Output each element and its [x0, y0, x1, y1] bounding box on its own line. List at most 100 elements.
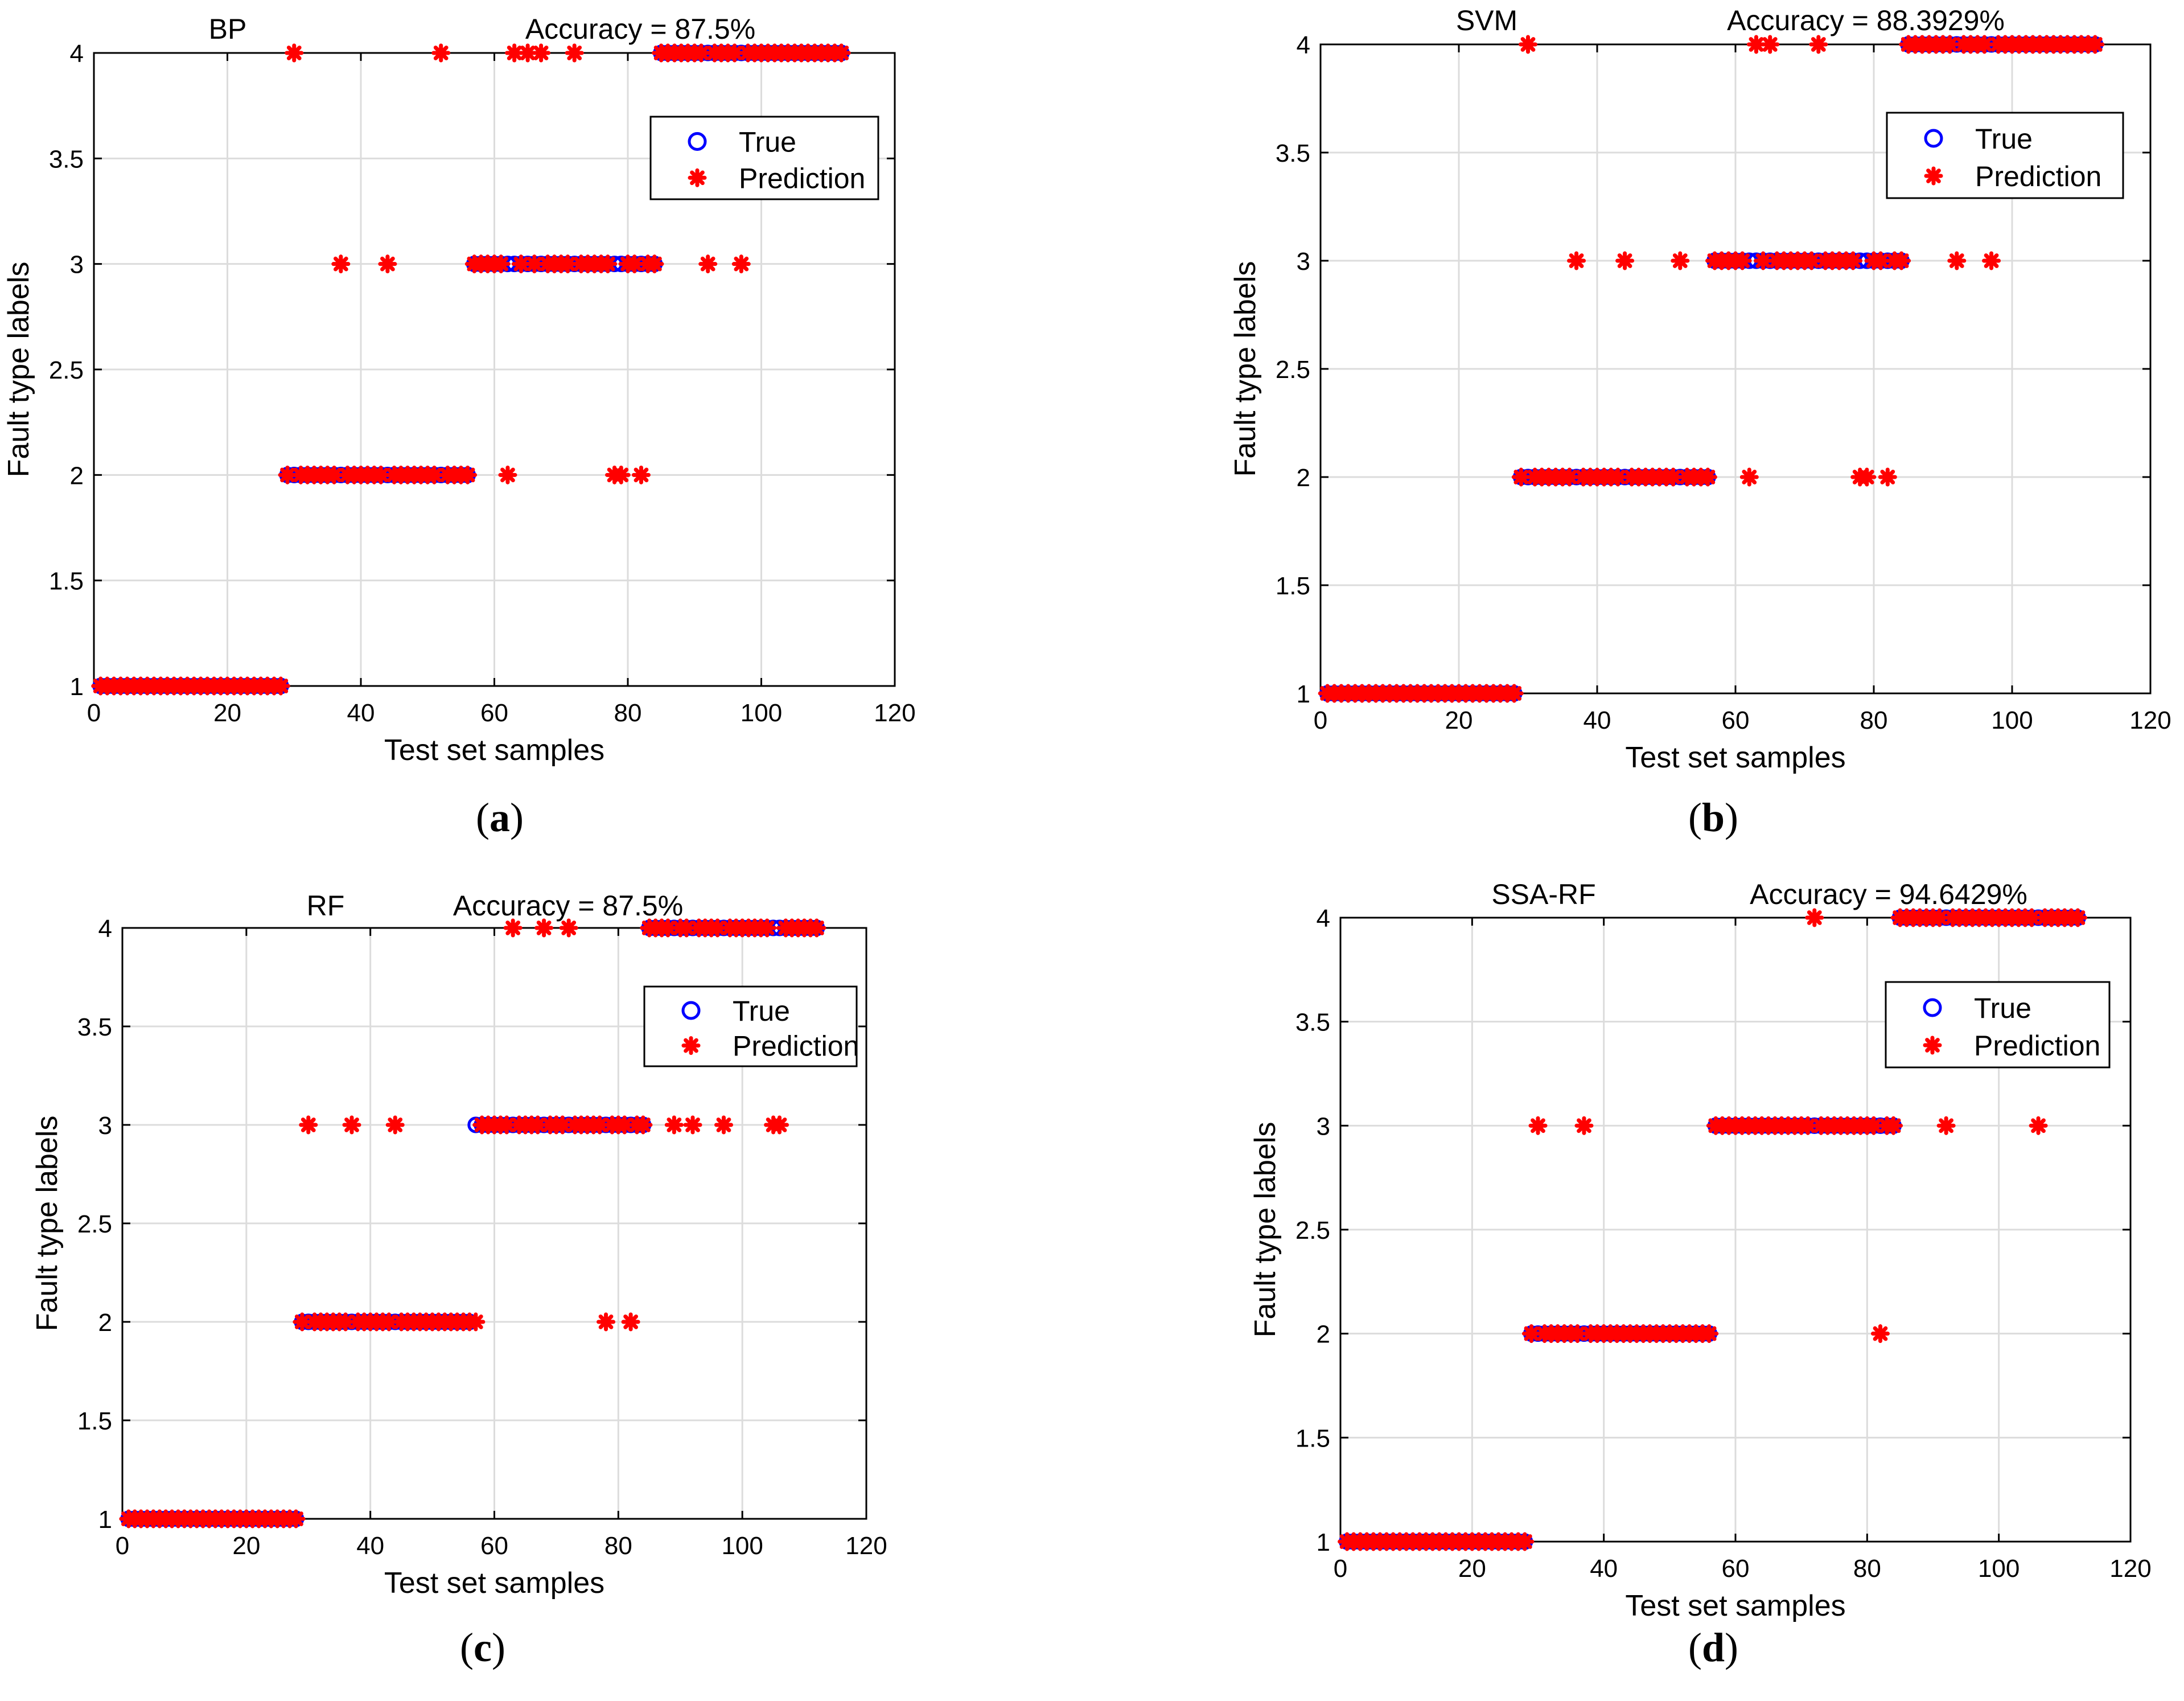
- prediction-point: [698, 254, 718, 274]
- chart-panel-3: 0 20 40 60 80 100 120 1 1.5 2 2.5 3 3.5 4 Test set sam…: [31, 890, 887, 1600]
- x-tick-label: 20: [1458, 1555, 1486, 1583]
- accuracy-annotation: Accuracy = 94.6429%: [1750, 878, 2027, 910]
- y-tick-label: 4: [98, 915, 112, 943]
- y-tick-label: 4: [1297, 31, 1310, 59]
- prediction-point: [1698, 467, 1717, 487]
- x-tick-label: 0: [1314, 706, 1327, 734]
- x-tick-label: 60: [480, 1532, 508, 1560]
- x-tick-label: 60: [1722, 706, 1750, 734]
- y-tick-label: 2: [1317, 1321, 1330, 1349]
- x-tick-label: 80: [1853, 1555, 1881, 1583]
- legend-prediction-marker: [688, 168, 707, 187]
- prediction-point: [832, 43, 851, 63]
- legend: True Prediction: [1886, 112, 2124, 199]
- prediction-point: [658, 918, 677, 938]
- prediction-point: [553, 1115, 572, 1135]
- x-tick-label: 80: [614, 699, 642, 727]
- prediction-point: [379, 1312, 398, 1332]
- prediction-point: [1871, 251, 1890, 270]
- y-tick-label: 3: [1297, 248, 1310, 276]
- x-tick-label: 20: [213, 699, 241, 727]
- caption-letter: b: [1702, 795, 1725, 840]
- legend-true-marker: [688, 132, 707, 151]
- prediction-point: [664, 1115, 684, 1135]
- prediction-point: [1940, 35, 1960, 54]
- caption-letter: c: [474, 1625, 492, 1670]
- x-tick-label: 40: [1590, 1555, 1618, 1583]
- prediction-point: [692, 43, 711, 63]
- prediction-point: [1878, 467, 1897, 487]
- y-axis-label: Fault type labels: [1249, 1122, 1282, 1338]
- prediction-point: [1664, 467, 1683, 487]
- chart-panel-1: 0 20 40 60 80 100 120 1 1.5 2 2.5 3 3.5 4 Test set sam…: [2, 13, 916, 767]
- caption-open-paren: (: [460, 1625, 474, 1670]
- prediction-point: [631, 465, 651, 484]
- prediction-point: [1671, 251, 1690, 270]
- y-tick-label: 2.5: [49, 356, 84, 384]
- y-tick-label: 4: [1317, 905, 1330, 932]
- y-tick-label: 2: [70, 462, 84, 490]
- legend: True Prediction: [1885, 981, 2111, 1069]
- prediction-point: [1615, 251, 1635, 270]
- caption-close-paren: ): [492, 1625, 505, 1670]
- chart-panel-2: 0 20 40 60 80 100 120 1 1.5 2 2.5 3 3.5 4 Test set sam…: [1229, 5, 2171, 774]
- prediction-point: [1567, 251, 1586, 270]
- caption-open-paren: (: [1688, 1625, 1702, 1670]
- legend-prediction-label: Prediction: [1975, 161, 2101, 192]
- prediction-point: [611, 465, 631, 484]
- prediction-point: [1947, 251, 1967, 270]
- prediction-point: [385, 1115, 405, 1135]
- accuracy-annotation: Accuracy = 88.3929%: [1727, 5, 2005, 36]
- prediction-point: [1754, 251, 1773, 270]
- accuracy-annotation: Accuracy = 87.5%: [453, 890, 683, 922]
- legend-prediction-marker: [1924, 166, 1943, 186]
- prediction-point: [683, 1115, 702, 1135]
- prediction-point: [278, 465, 297, 484]
- legend-box: [643, 985, 858, 1067]
- legend-true-label: True: [1975, 123, 2033, 155]
- prediction-point: [590, 1115, 610, 1135]
- legend-true-label: True: [739, 126, 796, 158]
- prediction-point: [505, 43, 524, 63]
- prediction-point: [324, 465, 344, 484]
- legend-box: [649, 116, 879, 200]
- prediction-point: [708, 918, 727, 938]
- y-tick-label: 4: [70, 40, 84, 68]
- prediction-point: [299, 1115, 318, 1135]
- y-tick-label: 1.5: [49, 568, 84, 595]
- y-tick-label: 2.5: [77, 1210, 112, 1238]
- prediction-point: [1857, 467, 1877, 487]
- prediction-point: [634, 1115, 653, 1135]
- legend-prediction-marker: [681, 1036, 701, 1055]
- legend-prediction-label: Prediction: [733, 1030, 859, 1062]
- panel-caption: (b): [1688, 795, 1738, 840]
- prediction-point: [770, 1115, 789, 1135]
- prediction-point: [597, 1312, 616, 1332]
- prediction-point: [285, 43, 304, 63]
- prediction-point: [807, 918, 826, 938]
- prediction-point: [271, 676, 290, 696]
- prediction-point: [342, 1115, 361, 1135]
- y-tick-label: 2.5: [1295, 1217, 1330, 1244]
- y-tick-label: 3.5: [77, 1013, 112, 1041]
- prediction-point: [1568, 1324, 1587, 1343]
- prediction-point: [1870, 1324, 1890, 1343]
- prediction-point: [1608, 467, 1627, 487]
- prediction-point: [2068, 908, 2087, 927]
- prediction-point: [1798, 1116, 1817, 1135]
- y-tick-label: 3: [70, 251, 84, 279]
- chart-panel-4: 0 20 40 60 80 100 120 1 1.5 2 2.5 3 3.5 4 Test set sam…: [1249, 878, 2152, 1622]
- x-tick-label: 100: [721, 1532, 763, 1560]
- prediction-point: [497, 1115, 516, 1135]
- caption-letter: a: [490, 795, 510, 840]
- prediction-point: [1746, 35, 1766, 54]
- y-tick-label: 1.5: [1295, 1424, 1330, 1452]
- x-tick-label: 120: [874, 699, 915, 727]
- x-tick-label: 100: [1991, 706, 2033, 734]
- legend-true-marker: [1923, 998, 1942, 1017]
- caption-close-paren: ): [510, 795, 524, 840]
- x-axis-label: Test set samples: [384, 734, 604, 767]
- panel-caption: (d): [1688, 1625, 1738, 1670]
- caption-close-paren: ): [1725, 1625, 1738, 1670]
- prediction-point: [498, 465, 517, 484]
